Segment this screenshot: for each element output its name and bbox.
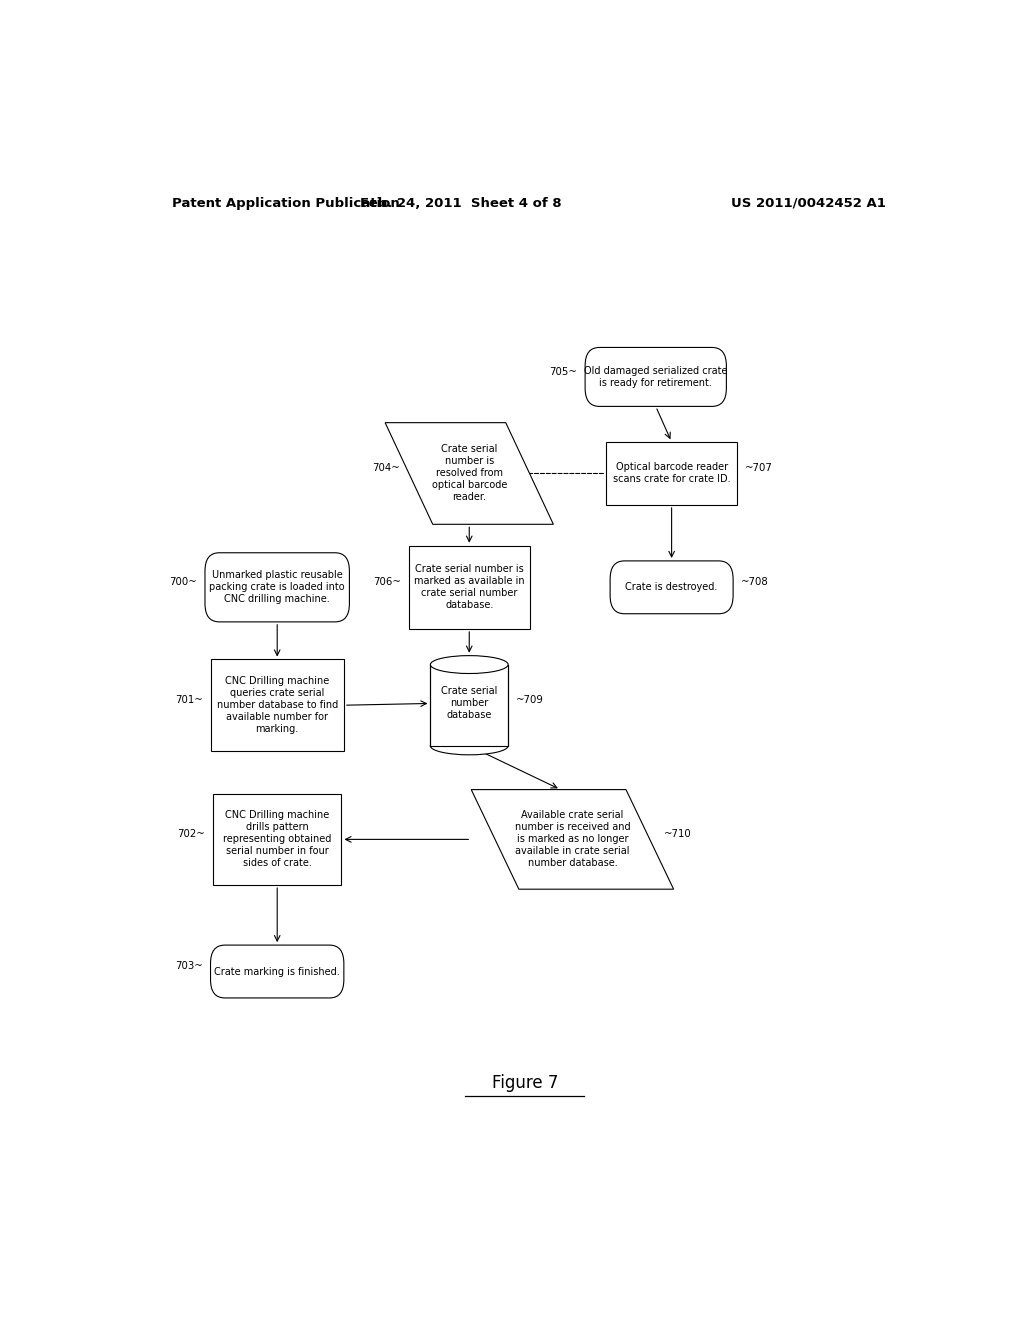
FancyBboxPatch shape	[610, 561, 733, 614]
Text: ~707: ~707	[745, 463, 773, 474]
Text: 704~: 704~	[372, 463, 399, 474]
Text: US 2011/0042452 A1: US 2011/0042452 A1	[731, 197, 886, 210]
Text: Crate marking is finished.: Crate marking is finished.	[214, 966, 340, 977]
Text: 701~: 701~	[175, 696, 203, 705]
Text: 702~: 702~	[177, 829, 205, 840]
Text: CNC Drilling machine
drills pattern
representing obtained
serial number in four
: CNC Drilling machine drills pattern repr…	[223, 810, 332, 869]
Text: 703~: 703~	[175, 961, 203, 972]
FancyBboxPatch shape	[213, 793, 341, 886]
Text: 700~: 700~	[169, 577, 197, 587]
FancyBboxPatch shape	[409, 545, 529, 630]
FancyBboxPatch shape	[205, 553, 349, 622]
Text: Crate serial
number
database: Crate serial number database	[441, 686, 498, 721]
Text: Unmarked plastic reusable
packing crate is loaded into
CNC drilling machine.: Unmarked plastic reusable packing crate …	[209, 570, 345, 605]
Text: Optical barcode reader
scans crate for crate ID.: Optical barcode reader scans crate for c…	[612, 462, 730, 484]
Text: Crate serial number is
marked as available in
crate serial number
database.: Crate serial number is marked as availab…	[414, 565, 524, 610]
FancyBboxPatch shape	[430, 664, 508, 746]
Text: Feb. 24, 2011  Sheet 4 of 8: Feb. 24, 2011 Sheet 4 of 8	[360, 197, 562, 210]
Text: ~710: ~710	[665, 829, 692, 840]
Text: 706~: 706~	[373, 577, 401, 587]
Polygon shape	[385, 422, 553, 524]
Polygon shape	[471, 789, 674, 890]
FancyBboxPatch shape	[585, 347, 726, 407]
Text: 705~: 705~	[549, 367, 578, 376]
Text: Figure 7: Figure 7	[492, 1074, 558, 1093]
FancyBboxPatch shape	[211, 945, 344, 998]
Text: ~709: ~709	[516, 696, 544, 705]
Text: Crate serial
number is
resolved from
optical barcode
reader.: Crate serial number is resolved from opt…	[431, 445, 507, 503]
Ellipse shape	[430, 656, 508, 673]
Text: ~708: ~708	[741, 577, 769, 587]
Text: Crate is destroyed.: Crate is destroyed.	[626, 582, 718, 593]
Text: CNC Drilling machine
queries crate serial
number database to find
available numb: CNC Drilling machine queries crate seria…	[216, 676, 338, 734]
Text: Old damaged serialized crate
is ready for retirement.: Old damaged serialized crate is ready fo…	[584, 366, 727, 388]
FancyBboxPatch shape	[211, 660, 344, 751]
Ellipse shape	[430, 737, 508, 755]
Text: Available crate serial
number is received and
is marked as no longer
available i: Available crate serial number is receive…	[515, 810, 630, 869]
Text: Patent Application Publication: Patent Application Publication	[172, 197, 399, 210]
FancyBboxPatch shape	[606, 442, 737, 506]
